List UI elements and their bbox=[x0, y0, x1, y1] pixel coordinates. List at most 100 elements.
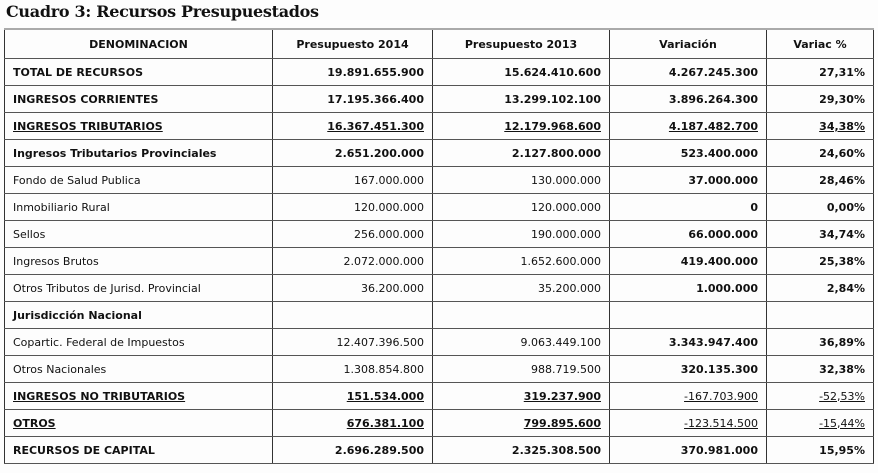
cell-text: 2.325.308.500 bbox=[511, 443, 601, 457]
variacion-pct-cell: 28,46% bbox=[766, 166, 874, 194]
cell-text: 29,30% bbox=[819, 92, 865, 106]
cell-text: 28,46% bbox=[819, 173, 865, 187]
cell-text: 27,31% bbox=[819, 65, 865, 79]
variacion-pct-cell: 15,95% bbox=[766, 436, 874, 464]
cell-text: -167.703.900 bbox=[684, 389, 758, 403]
cell-text: 1.652.600.000 bbox=[520, 254, 601, 268]
cell-text: Inmobiliario Rural bbox=[13, 200, 110, 214]
cell-text: 799.895.600 bbox=[523, 416, 601, 430]
presupuesto-2014-cell: 2.651.200.000 bbox=[272, 139, 433, 167]
cell-text: Otros Tributos de Jurisd. Provincial bbox=[13, 281, 201, 295]
variacion-pct-cell: 2,84% bbox=[766, 274, 874, 302]
variacion-pct-cell: 24,60% bbox=[766, 139, 874, 167]
cell-text: 12.179.968.600 bbox=[504, 119, 601, 133]
variacion-cell bbox=[609, 301, 767, 329]
denominacion-cell: TOTAL DE RECURSOS bbox=[4, 58, 273, 86]
cell-text: 1.308.854.800 bbox=[343, 362, 424, 376]
header-presupuesto-2014: Presupuesto 2014 bbox=[272, 28, 433, 59]
table-row: Jurisdicción Nacional bbox=[4, 301, 874, 329]
variacion-pct-cell: 34,74% bbox=[766, 220, 874, 248]
presupuesto-2014-cell: 19.891.655.900 bbox=[272, 58, 433, 86]
document-title: Cuadro 3: Recursos Presupuestados bbox=[6, 2, 319, 21]
presupuesto-2013-cell: 15.624.410.600 bbox=[432, 58, 610, 86]
table-row: Sellos 256.000.000 190.000.000 66.000.000 34… bbox=[4, 220, 874, 248]
cell-text: 3.343.947.400 bbox=[668, 335, 758, 349]
cell-text: 16.367.451.300 bbox=[327, 119, 424, 133]
variacion-cell: 370.981.000 bbox=[609, 436, 767, 464]
cell-text: 2.651.200.000 bbox=[334, 146, 424, 160]
variacion-cell: 4.267.245.300 bbox=[609, 58, 767, 86]
table-row: Fondo de Salud Publica 167.000.000 130.000… bbox=[4, 166, 874, 194]
table-row: Ingresos Brutos 2.072.000.000 1.652.600.00… bbox=[4, 247, 874, 275]
cell-text: 15.624.410.600 bbox=[504, 65, 601, 79]
cell-text: 4.267.245.300 bbox=[668, 65, 758, 79]
variacion-cell: 37.000.000 bbox=[609, 166, 767, 194]
variacion-cell: 3.343.947.400 bbox=[609, 328, 767, 356]
variacion-pct-cell: 27,31% bbox=[766, 58, 874, 86]
cell-text: 190.000.000 bbox=[531, 227, 601, 241]
table-row: INGRESOS CORRIENTES 17.195.366.400 13.299.… bbox=[4, 85, 874, 113]
cell-text: 19.891.655.900 bbox=[327, 65, 424, 79]
cell-text: 13.299.102.100 bbox=[504, 92, 601, 106]
denominacion-cell: Copartic. Federal de Impuestos bbox=[4, 328, 273, 356]
variacion-cell: 320.135.300 bbox=[609, 355, 767, 383]
presupuesto-2013-cell bbox=[432, 301, 610, 329]
cell-text: 0,00% bbox=[826, 200, 865, 214]
table-row: Otros Tributos de Jurisd. Provincial 36.2… bbox=[4, 274, 874, 302]
denominacion-cell: Ingresos Tributarios Provinciales bbox=[4, 139, 273, 167]
variacion-pct-cell: 0,00% bbox=[766, 193, 874, 221]
cell-text: Jurisdicción Nacional bbox=[13, 308, 142, 322]
presupuesto-2014-cell: 17.195.366.400 bbox=[272, 85, 433, 113]
cell-text: 320.135.300 bbox=[680, 362, 758, 376]
denominacion-cell: Sellos bbox=[4, 220, 273, 248]
cell-text: 151.534.000 bbox=[346, 389, 424, 403]
cell-text: 34,38% bbox=[819, 119, 865, 133]
presupuesto-2014-cell: 36.200.000 bbox=[272, 274, 433, 302]
table-row: OTROS 676.381.100 799.895.600 -123.514.500 -… bbox=[4, 409, 874, 437]
variacion-pct-cell: 32,38% bbox=[766, 355, 874, 383]
presupuesto-2014-cell: 151.534.000 bbox=[272, 382, 433, 410]
variacion-cell: 523.400.000 bbox=[609, 139, 767, 167]
presupuesto-2013-cell: 988.719.500 bbox=[432, 355, 610, 383]
cell-text: 12.407.396.500 bbox=[336, 335, 424, 349]
cell-text: 4.187.482.700 bbox=[668, 119, 758, 133]
cell-text: Otros Nacionales bbox=[13, 362, 107, 376]
variacion-cell: -167.703.900 bbox=[609, 382, 767, 410]
cell-text: 2.127.800.000 bbox=[511, 146, 601, 160]
cell-text: 0 bbox=[750, 200, 758, 214]
presupuesto-2014-cell: 2.696.289.500 bbox=[272, 436, 433, 464]
presupuesto-2013-cell: 319.237.900 bbox=[432, 382, 610, 410]
presupuesto-2013-cell: 35.200.000 bbox=[432, 274, 610, 302]
cell-text: 167.000.000 bbox=[354, 173, 424, 187]
table-row: RECURSOS DE CAPITAL 2.696.289.500 2.325.30… bbox=[4, 436, 874, 464]
presupuesto-2013-cell: 2.127.800.000 bbox=[432, 139, 610, 167]
denominacion-cell: Otros Nacionales bbox=[4, 355, 273, 383]
table-row: Ingresos Tributarios Provinciales 2.651.2… bbox=[4, 139, 874, 167]
cell-text: Sellos bbox=[13, 227, 46, 241]
presupuesto-2014-cell: 2.072.000.000 bbox=[272, 247, 433, 275]
cell-text: 37.000.000 bbox=[688, 173, 758, 187]
table-row: TOTAL DE RECURSOS 19.891.655.900 15.624.41… bbox=[4, 58, 874, 86]
variacion-pct-cell: 36,89% bbox=[766, 328, 874, 356]
cell-text: -123.514.500 bbox=[684, 416, 758, 430]
table-row: INGRESOS NO TRIBUTARIOS 151.534.000 319.23… bbox=[4, 382, 874, 410]
table-body: TOTAL DE RECURSOS 19.891.655.900 15.624.41… bbox=[4, 58, 874, 464]
cell-text: INGRESOS CORRIENTES bbox=[13, 92, 159, 106]
cell-text: -52,53% bbox=[819, 389, 865, 403]
budget-table: DENOMINACION Presupuesto 2014 Presupuest… bbox=[4, 28, 874, 464]
variacion-pct-cell bbox=[766, 301, 874, 329]
cell-text: 24,60% bbox=[819, 146, 865, 160]
denominacion-cell: Inmobiliario Rural bbox=[4, 193, 273, 221]
denominacion-cell: Jurisdicción Nacional bbox=[4, 301, 273, 329]
cell-text: 1.000.000 bbox=[696, 281, 758, 295]
denominacion-cell: RECURSOS DE CAPITAL bbox=[4, 436, 273, 464]
table-row: INGRESOS TRIBUTARIOS 16.367.451.300 12.179… bbox=[4, 112, 874, 140]
cell-text: 2.072.000.000 bbox=[343, 254, 424, 268]
presupuesto-2014-cell: 16.367.451.300 bbox=[272, 112, 433, 140]
variacion-pct-cell: 25,38% bbox=[766, 247, 874, 275]
denominacion-cell: INGRESOS CORRIENTES bbox=[4, 85, 273, 113]
cell-text: 120.000.000 bbox=[354, 200, 424, 214]
denominacion-cell: INGRESOS NO TRIBUTARIOS bbox=[4, 382, 273, 410]
header-denominacion: DENOMINACION bbox=[4, 28, 273, 59]
presupuesto-2014-cell: 1.308.854.800 bbox=[272, 355, 433, 383]
